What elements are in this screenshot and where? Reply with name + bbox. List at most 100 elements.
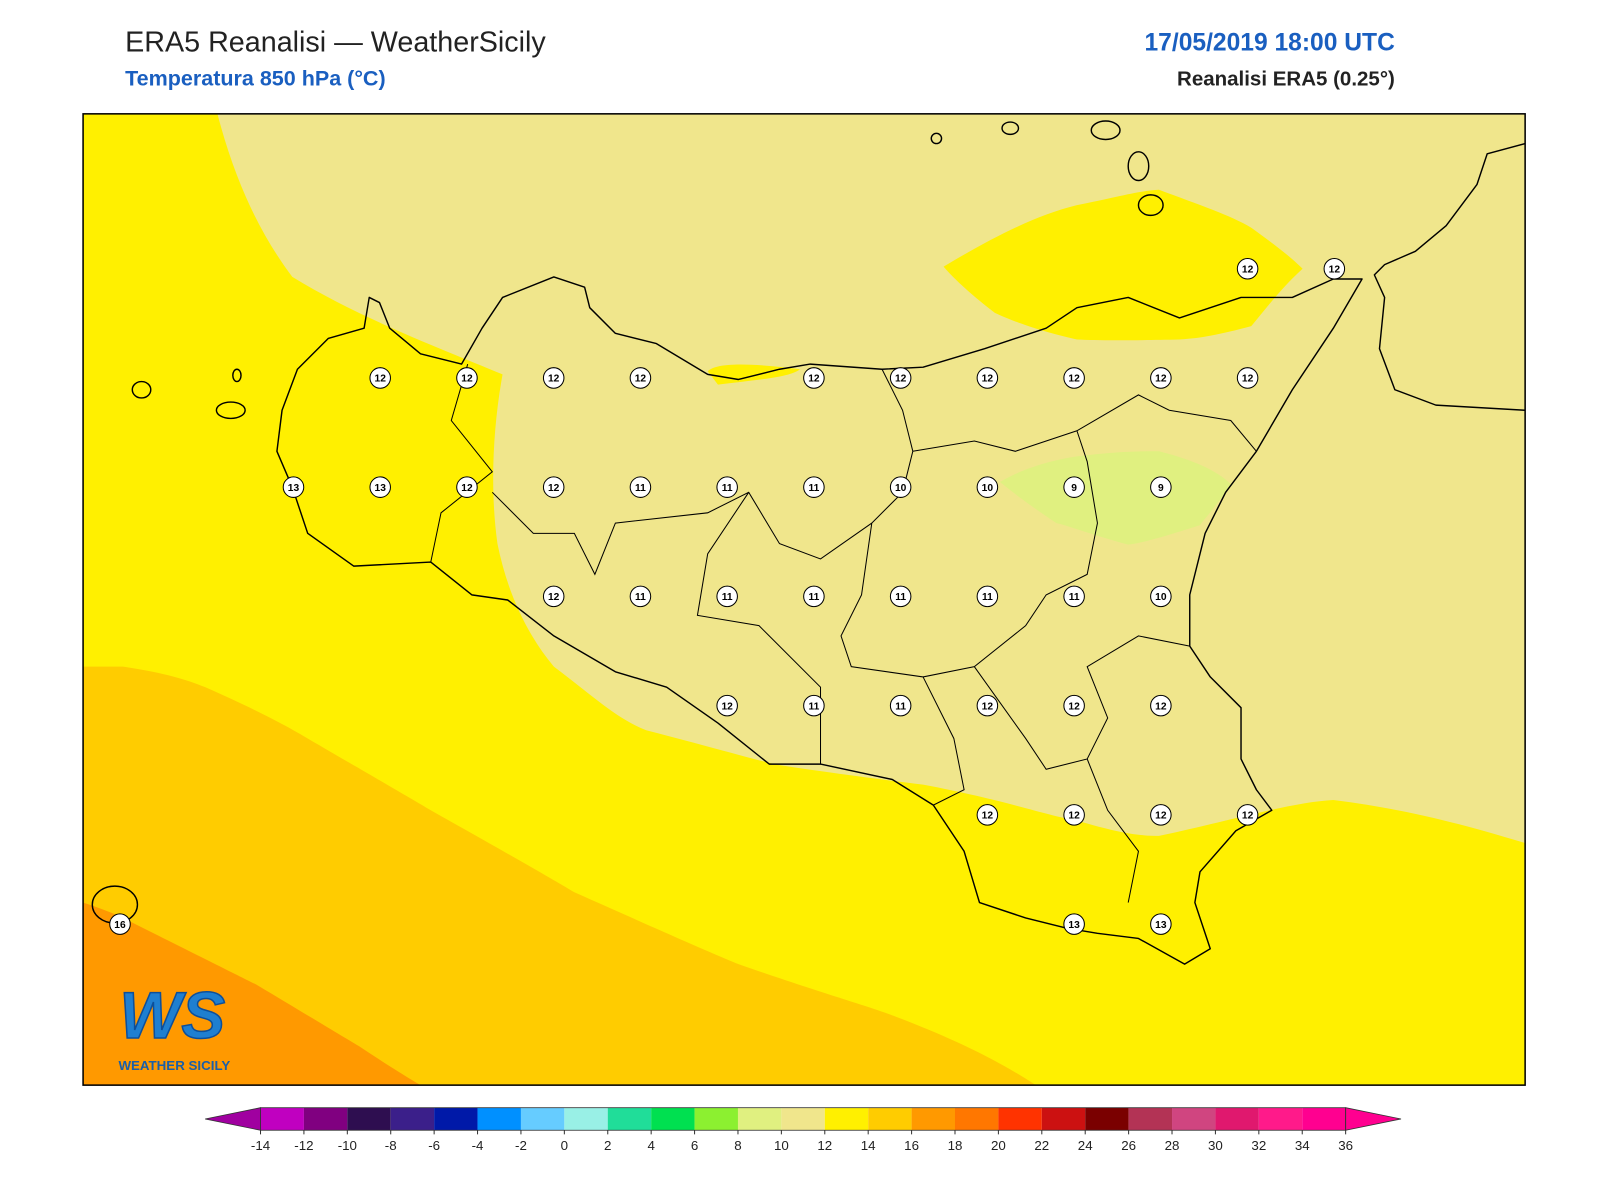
subtitle: Temperatura 850 hPa (°C) — [125, 67, 386, 91]
colorbar-tick-label: -12 — [294, 1138, 313, 1153]
colorbar-tick-label: 6 — [691, 1138, 698, 1153]
logo-mark: WS — [119, 979, 225, 1052]
station-marker — [1063, 913, 1085, 935]
station-value: 16 — [114, 920, 126, 931]
station-value: 11 — [635, 592, 646, 603]
station-marker — [716, 476, 738, 498]
datetime: 17/05/2019 18:00 UTC — [1144, 30, 1395, 57]
colorbar-bin — [477, 1107, 521, 1131]
station-value: 11 — [1069, 592, 1080, 603]
colorbar-bin — [998, 1107, 1042, 1131]
station-marker — [629, 476, 652, 498]
station-marker — [889, 694, 912, 717]
colorbar-tick-label: 28 — [1165, 1138, 1180, 1153]
station-value: 12 — [982, 701, 994, 712]
colorbar-bin — [1041, 1107, 1086, 1131]
station-value: 12 — [461, 374, 473, 385]
title: ERA5 Reanalisi — WeatherSicily — [125, 27, 546, 59]
colorbar-tick-label: 24 — [1078, 1138, 1093, 1153]
colorbar-tick-label: -10 — [338, 1138, 357, 1153]
colorbar-tick-label: 8 — [734, 1138, 741, 1153]
band-16-18 — [83, 902, 421, 1086]
station-value: 11 — [722, 483, 733, 494]
station-value: 12 — [1155, 811, 1167, 822]
station-value: 12 — [548, 592, 560, 603]
colorbar-bin — [868, 1107, 912, 1131]
station-value: 11 — [722, 592, 733, 603]
colorbar-tick-label: -14 — [251, 1138, 271, 1153]
colorbar-tick-label: 26 — [1121, 1138, 1136, 1153]
station-value: 13 — [1155, 920, 1167, 931]
colorbar-tick-label: 2 — [604, 1138, 611, 1153]
colorbar-bin — [607, 1107, 652, 1131]
colorbar-tick-label: 12 — [817, 1138, 832, 1153]
station-marker — [629, 367, 652, 389]
coastline-calabria — [1373, 142, 1526, 411]
colorbar-bin — [564, 1107, 608, 1131]
colorbar-frame — [260, 1107, 1347, 1131]
station-marker — [1236, 367, 1259, 389]
station-value: 10 — [982, 483, 994, 494]
station-marker — [1150, 913, 1172, 935]
station-marker — [716, 694, 738, 717]
station-marker — [1063, 694, 1085, 717]
station-value: 12 — [1068, 374, 1080, 385]
colorbar-extend-low — [205, 1107, 261, 1131]
island — [215, 401, 246, 420]
station-marker — [1150, 585, 1172, 608]
station-marker — [976, 585, 999, 608]
station-marker — [542, 585, 565, 608]
colorbar-tick-label: 36 — [1338, 1138, 1353, 1153]
colorbar-tick-label: 0 — [561, 1138, 568, 1153]
colorbar-tick-label: -8 — [385, 1138, 397, 1153]
colorbar-tick-label: 16 — [904, 1138, 919, 1153]
colorbar-extend-high — [1345, 1107, 1402, 1131]
band-14-16 — [83, 666, 1036, 1086]
colorbar-bin — [434, 1107, 478, 1131]
station-marker — [1150, 804, 1172, 826]
station-value: 12 — [548, 483, 560, 494]
station-marker — [542, 367, 565, 389]
station-marker — [976, 694, 999, 717]
station-value: 11 — [982, 592, 993, 603]
station-value: 12 — [1329, 264, 1341, 275]
island — [1001, 121, 1020, 136]
station-value: 12 — [1242, 811, 1254, 822]
colorbar-bin — [651, 1107, 695, 1131]
colorbar-tick-label: 10 — [774, 1138, 789, 1153]
colorbar-tick-label: -4 — [472, 1138, 484, 1153]
station-marker — [629, 585, 652, 608]
station-value: 13 — [288, 483, 300, 494]
colorbar-bin — [694, 1107, 738, 1131]
station-marker — [889, 476, 912, 498]
station-value: 11 — [895, 701, 906, 712]
station-marker — [976, 367, 999, 389]
station-marker — [803, 585, 825, 608]
colorbar-bin — [737, 1107, 782, 1131]
station-marker — [889, 367, 912, 389]
coastline-sicily — [276, 276, 1363, 965]
station-marker — [109, 913, 131, 935]
station-value: 13 — [1068, 920, 1080, 931]
station-marker — [542, 476, 565, 498]
station-value: 10 — [1155, 592, 1167, 603]
station-marker — [803, 694, 825, 717]
island — [1137, 194, 1164, 217]
colorbar-tick-label: 20 — [991, 1138, 1006, 1153]
station-value: 11 — [808, 701, 819, 712]
colorbar-bin — [260, 1107, 304, 1131]
station-marker — [1063, 476, 1085, 498]
colorbar-tick-label: 18 — [948, 1138, 963, 1153]
colorbar-bin — [1215, 1107, 1259, 1131]
colorbar: -14 -12 -10 -8 -6 -4 -2 0 2 4 6 8 10 12 14 16 18 20 22 24 26… — [205, 1107, 1402, 1153]
colorbar-tick-label: 34 — [1295, 1138, 1310, 1153]
band-8-10 — [1000, 451, 1231, 545]
station-marker — [1063, 804, 1085, 826]
station-value: 12 — [375, 374, 387, 385]
band-12-14 — [943, 189, 1303, 341]
colorbar-bin — [954, 1107, 999, 1131]
station-value: 12 — [1242, 264, 1254, 275]
station-value: 12 — [461, 483, 473, 494]
station-value: 12 — [982, 811, 994, 822]
map-frame — [82, 113, 1526, 1086]
